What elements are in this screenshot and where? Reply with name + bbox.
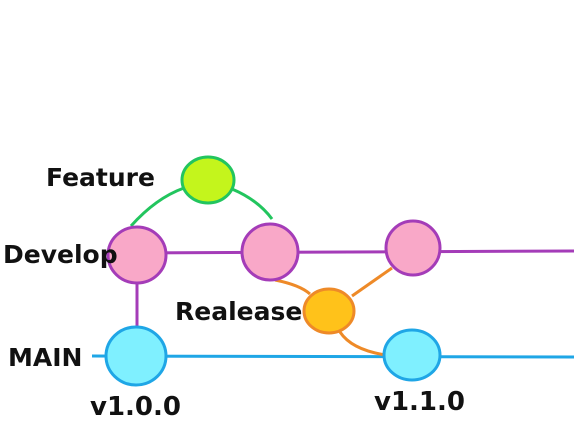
develop-commit-node-2: [240, 222, 300, 282]
develop-to-feature-connector: [129, 186, 185, 227]
version-tag-label: v1.1.0: [374, 387, 465, 417]
feature-branch-label: Feature: [46, 163, 155, 192]
main-commit-node-1: [104, 325, 168, 387]
release-branch-label: Realease: [175, 297, 302, 326]
release-commit-node: [302, 287, 356, 335]
version-tag-label: v1.0.0: [90, 392, 181, 422]
feature-to-develop-connector: [231, 187, 274, 220]
main-branch-line: [91, 354, 575, 359]
feature-commit-node: [180, 155, 236, 205]
develop-to-release-connector: [274, 278, 312, 296]
release-to-main-connector: [338, 331, 387, 357]
develop-branch-line: [117, 249, 575, 255]
main-branch-label: MAIN: [8, 343, 82, 372]
develop-commit-node-3: [384, 219, 442, 277]
develop-branch-label: Develop: [3, 240, 118, 269]
release-to-develop-connector: [351, 266, 393, 298]
develop-commit-node-1: [106, 225, 168, 285]
main-commit-node-2: [382, 328, 442, 382]
